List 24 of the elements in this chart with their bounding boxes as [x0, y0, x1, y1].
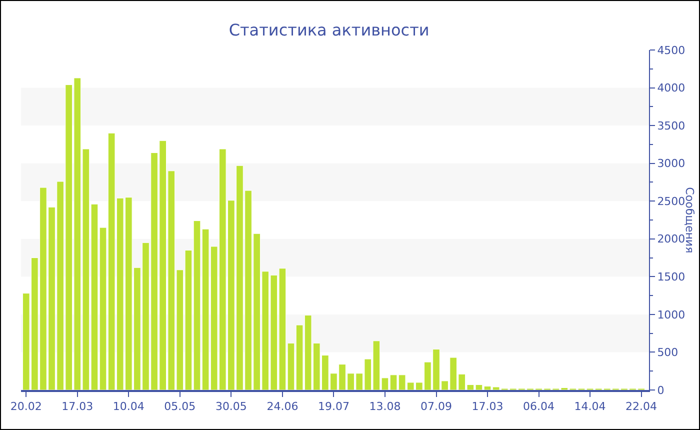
y-tick-label: 3000 — [657, 157, 686, 170]
x-tick-label: 05.05 — [164, 400, 196, 413]
x-tick-label: 13.08 — [369, 400, 401, 413]
y-tick-label: 3500 — [657, 119, 686, 132]
y-tick-label: 1000 — [657, 308, 686, 322]
y-tick-label: 2500 — [657, 194, 686, 208]
y-tick-label: 4500 — [657, 44, 686, 57]
x-tick-label: 24.06 — [266, 400, 298, 413]
y-tick-label: 500 — [657, 346, 678, 360]
chart-title: Статистика активности — [228, 20, 430, 40]
x-tick-label: 30.05 — [215, 400, 247, 413]
x-tick-label: 07.09 — [420, 400, 452, 413]
x-tick-label: 20.02 — [10, 400, 42, 413]
y-tick-label: 4000 — [657, 82, 686, 95]
y-tick-label: 0 — [657, 384, 664, 397]
x-tick-label: 19.07 — [318, 400, 350, 413]
x-tick-label: 17.03 — [472, 400, 504, 413]
y-tick-label: 1500 — [657, 270, 686, 284]
x-tick-label: 10.04 — [112, 400, 144, 413]
x-tick-label: 06.04 — [523, 400, 555, 413]
y-tick-label: 2000 — [657, 232, 686, 246]
x-tick-label: 14.04 — [574, 400, 606, 413]
x-tick-label: 17.03 — [62, 400, 94, 413]
x-tick-label: 22.04 — [626, 400, 658, 413]
